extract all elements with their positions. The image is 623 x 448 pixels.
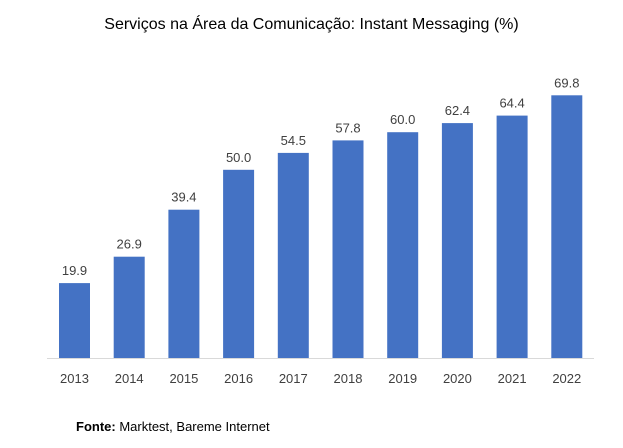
x-tick-label-2015: 2015	[169, 371, 198, 386]
x-tick-label-2014: 2014	[115, 371, 144, 386]
value-label-2018: 57.8	[335, 120, 360, 135]
tick-labels-group: 2013 2014 2015 2016 2017 2018 2019 2020 2021 2022	[60, 371, 581, 386]
value-label-2021: 64.4	[499, 96, 524, 111]
x-tick-label-2020: 2020	[443, 371, 472, 386]
bar-2018	[332, 140, 364, 358]
value-label-2014: 26.9	[117, 237, 142, 252]
bar-2016	[223, 169, 255, 358]
value-label-2013: 19.9	[62, 263, 87, 278]
x-tick-label-2017: 2017	[279, 371, 308, 386]
value-label-2015: 39.4	[171, 190, 196, 205]
source-text: Marktest, Bareme Internet	[115, 419, 270, 434]
value-label-2020: 62.4	[445, 103, 470, 118]
x-tick-label-2021: 2021	[498, 371, 527, 386]
x-tick-label-2019: 2019	[388, 371, 417, 386]
bar-2017	[277, 152, 309, 358]
x-tick-label-2018: 2018	[334, 371, 363, 386]
bar-2015	[168, 209, 200, 358]
value-labels-group: 19.9 26.9 39.4 50.0 54.5 57.8 60.0 62.4 64.4 69.8	[62, 75, 580, 278]
bar-2021	[496, 115, 528, 358]
value-label-2016: 50.0	[226, 150, 251, 165]
value-label-2017: 54.5	[281, 133, 306, 148]
source-note: Fonte: Marktest, Bareme Internet	[76, 419, 270, 434]
bars-group	[59, 95, 583, 359]
x-tick-label-2016: 2016	[224, 371, 253, 386]
bar-2020	[441, 123, 473, 358]
x-tick-label-2013: 2013	[60, 371, 89, 386]
source-prefix: Fonte:	[76, 419, 116, 434]
value-label-2022: 69.8	[554, 75, 579, 90]
bar-2013	[59, 283, 90, 358]
bar-2019	[387, 132, 419, 358]
x-tick-label-2022: 2022	[552, 371, 581, 386]
bar-2022	[551, 95, 583, 359]
bar-2014	[113, 256, 145, 358]
value-label-2019: 60.0	[390, 112, 415, 127]
chart-title: Serviços na Área da Comunicação: Instant…	[104, 16, 519, 33]
